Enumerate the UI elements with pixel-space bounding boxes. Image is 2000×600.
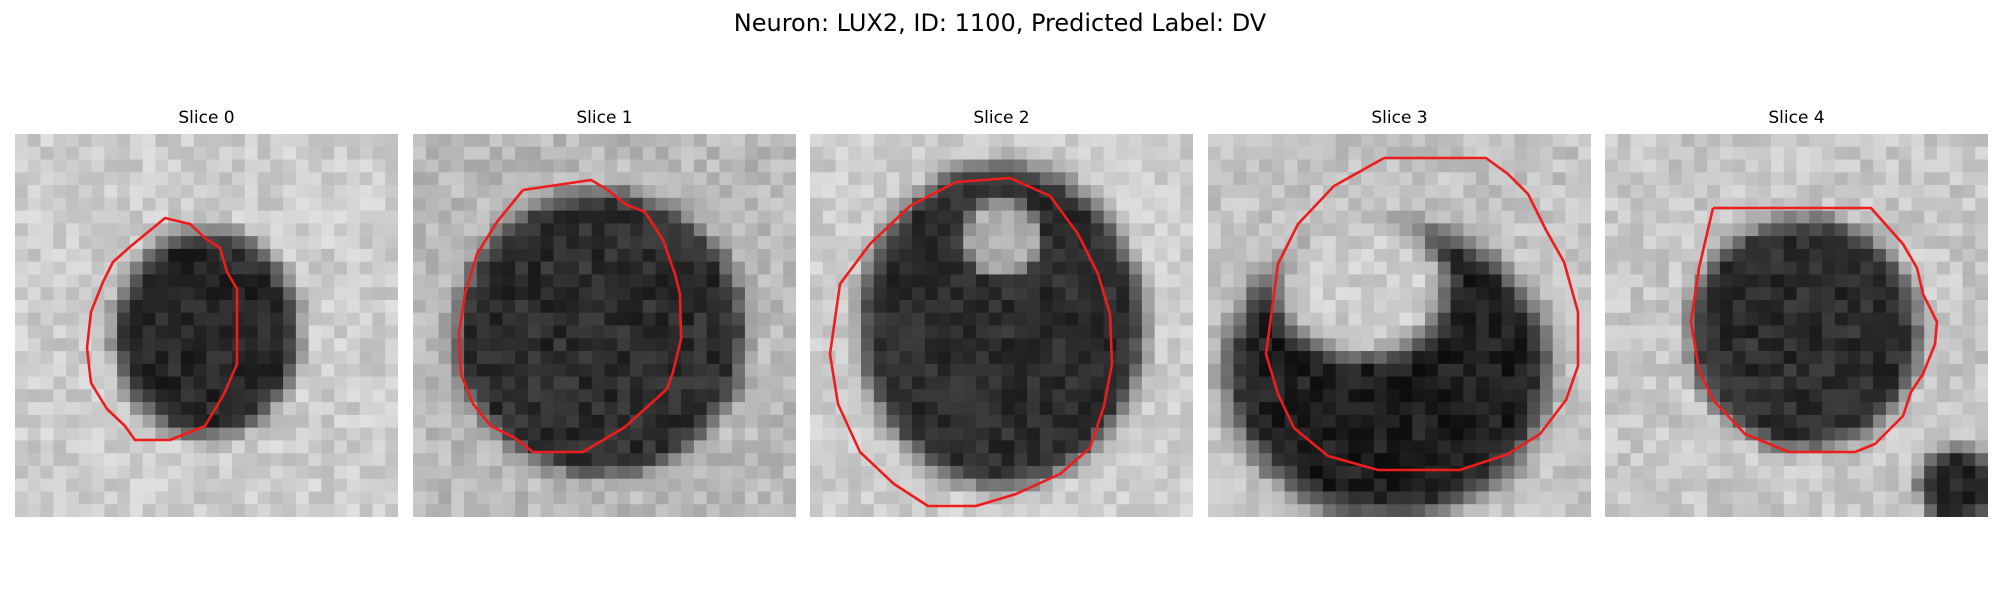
slice-image-3 xyxy=(1208,134,1591,517)
grayscale-microscopy-pixels xyxy=(1208,134,1591,517)
slice-image-2 xyxy=(810,134,1193,517)
slice-canvas-3 xyxy=(1208,134,1591,517)
slice-panel-3: Slice 3 xyxy=(1208,108,1591,517)
neuron-contour xyxy=(85,216,239,442)
slice-image-4 xyxy=(1605,134,1988,517)
slice-image-1 xyxy=(413,134,796,517)
slice-panel-4: Slice 4 xyxy=(1605,108,1988,517)
slice-canvas-1 xyxy=(413,134,796,517)
grayscale-microscopy-pixels xyxy=(15,134,398,517)
grayscale-microscopy-pixels xyxy=(1605,134,1988,517)
slice-title-2: Slice 2 xyxy=(973,108,1030,128)
slice-canvas-0 xyxy=(15,134,398,517)
slice-panel-0: Slice 0 xyxy=(15,108,398,517)
slice-title-3: Slice 3 xyxy=(1371,108,1428,128)
slice-image-0 xyxy=(15,134,398,517)
slice-title-0: Slice 0 xyxy=(178,108,235,128)
neuron-contour xyxy=(1264,156,1580,472)
slice-canvas-4 xyxy=(1605,134,1988,517)
figure-title: Neuron: LUX2, ID: 1100, Predicted Label:… xyxy=(733,9,1267,37)
neuron-contour xyxy=(457,178,683,454)
slice-canvas-2 xyxy=(810,134,1193,517)
grayscale-microscopy-pixels xyxy=(413,134,796,517)
neuron-contour xyxy=(828,176,1114,508)
slice-panel-1: Slice 1 xyxy=(413,108,796,517)
neuron-contour xyxy=(1689,206,1939,454)
slice-panel-2: Slice 2 xyxy=(810,108,1193,517)
slice-title-1: Slice 1 xyxy=(576,108,633,128)
grayscale-microscopy-pixels xyxy=(810,134,1193,517)
slice-title-4: Slice 4 xyxy=(1768,108,1825,128)
